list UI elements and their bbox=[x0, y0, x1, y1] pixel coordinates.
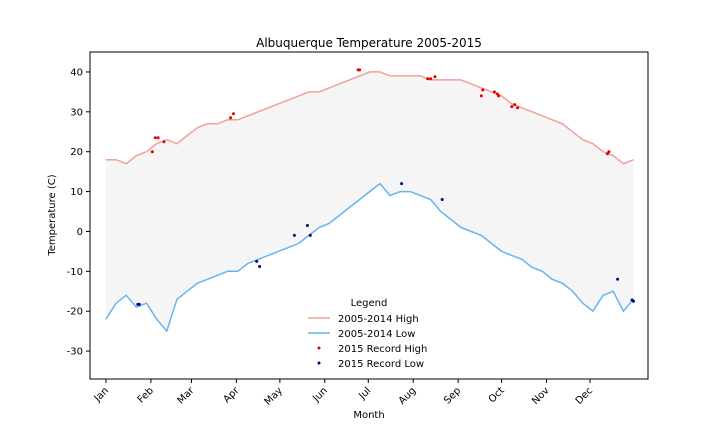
record-low-point bbox=[292, 233, 296, 237]
record-high-point bbox=[481, 88, 485, 92]
record-high-point bbox=[497, 94, 501, 98]
record-low-point bbox=[305, 224, 309, 227]
x-tick-label: Feb bbox=[136, 385, 156, 405]
series-low-line bbox=[105, 182, 635, 333]
record-low-point bbox=[137, 302, 141, 306]
y-tick-label: 30 bbox=[70, 107, 83, 118]
plot-frame bbox=[89, 51, 649, 380]
record-high-point bbox=[492, 90, 496, 94]
record-high-point bbox=[150, 150, 154, 154]
record-high-points bbox=[150, 68, 611, 156]
series-high-line bbox=[105, 71, 634, 165]
legend-title: Legend bbox=[351, 298, 388, 309]
legend-label-low: 2005-2014 Low bbox=[338, 329, 415, 340]
plot-area bbox=[89, 51, 649, 380]
legend-label-record-high: 2015 Record High bbox=[338, 344, 427, 355]
chart-title: Albuquerque Temperature 2005-2015 bbox=[256, 36, 482, 50]
x-axis-label: Month bbox=[353, 410, 384, 421]
x-tick-label: Dec bbox=[574, 385, 595, 406]
record-high-point bbox=[513, 103, 517, 107]
x-tick-label: May bbox=[263, 385, 285, 407]
record-high-point bbox=[426, 77, 430, 81]
record-high-point bbox=[479, 94, 483, 98]
y-axis-label: Temperature (C) bbox=[47, 174, 58, 256]
x-tick-label: Sep bbox=[442, 385, 463, 406]
record-low-point bbox=[400, 182, 404, 186]
x-tick-label: Jul bbox=[356, 385, 373, 402]
high-low-fill bbox=[105, 71, 634, 332]
record-high-point bbox=[232, 112, 235, 116]
legend-marker-record-high bbox=[317, 346, 321, 350]
legend-label-record-low: 2015 Record Low bbox=[338, 359, 424, 370]
x-axis: Jan Feb Mar Apr May Jun Jul Aug Sep Oct Nov Dec bbox=[92, 379, 595, 408]
x-tick-label: Jun bbox=[310, 385, 330, 405]
legend: Legend 2005-2014 High 2005-2014 Low 2015… bbox=[308, 298, 427, 370]
x-tick-label: Jan bbox=[92, 385, 111, 404]
record-high-point bbox=[429, 77, 433, 81]
record-high-point bbox=[162, 140, 166, 144]
record-low-point bbox=[258, 265, 262, 268]
x-tick-label: Oct bbox=[487, 385, 507, 405]
record-high-point bbox=[516, 106, 520, 110]
record-high-point bbox=[510, 105, 514, 109]
record-high-point bbox=[607, 150, 611, 154]
record-high-point bbox=[358, 68, 362, 72]
x-tick-label: Nov bbox=[530, 385, 552, 407]
legend-label-high: 2005-2014 High bbox=[338, 314, 419, 325]
y-tick-label: 40 bbox=[70, 67, 83, 78]
record-low-point bbox=[308, 233, 312, 237]
record-low-points bbox=[136, 182, 635, 306]
x-tick-label: Apr bbox=[221, 385, 242, 406]
record-high-point bbox=[229, 116, 233, 120]
y-tick-label: -30 bbox=[67, 347, 83, 358]
record-high-point bbox=[433, 75, 437, 79]
y-tick-label: 0 bbox=[77, 227, 83, 238]
x-tick-label: Aug bbox=[397, 385, 419, 407]
y-axis: -30 -20 -10 0 10 20 30 40 bbox=[67, 67, 90, 358]
record-high-point bbox=[153, 136, 157, 140]
record-high-point bbox=[156, 136, 160, 140]
legend-marker-record-low bbox=[317, 361, 321, 365]
y-tick-label: -10 bbox=[67, 267, 83, 278]
record-low-point bbox=[440, 198, 444, 201]
y-tick-label: 20 bbox=[70, 147, 83, 158]
record-low-point bbox=[632, 299, 635, 303]
y-tick-label: 10 bbox=[70, 187, 83, 198]
x-tick-label: Mar bbox=[175, 385, 197, 407]
y-tick-label: -20 bbox=[67, 307, 83, 318]
record-low-point bbox=[616, 277, 620, 281]
record-low-point bbox=[255, 259, 259, 263]
